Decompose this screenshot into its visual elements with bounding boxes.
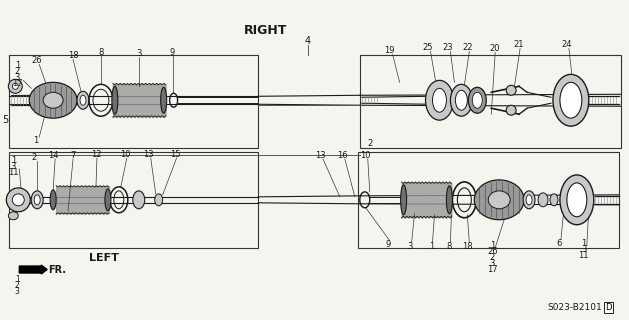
Circle shape [13,83,18,89]
Ellipse shape [526,195,532,205]
Text: 26: 26 [31,56,42,65]
Text: LEFT: LEFT [89,252,119,263]
Text: 24: 24 [562,40,572,49]
Ellipse shape [155,194,163,206]
Text: 3: 3 [11,163,16,172]
Ellipse shape [560,175,594,225]
Text: 17: 17 [487,265,498,274]
Text: 23: 23 [442,43,453,52]
Ellipse shape [8,212,18,220]
Text: 3: 3 [581,245,586,254]
Text: 20: 20 [489,44,499,53]
Text: 3: 3 [14,73,20,82]
Ellipse shape [538,193,548,207]
Text: 22: 22 [462,43,472,52]
Bar [9,55,259,148]
Text: 1: 1 [429,242,434,251]
Text: 3: 3 [407,242,412,251]
Ellipse shape [560,82,582,118]
Ellipse shape [447,186,452,214]
Ellipse shape [34,195,40,205]
Text: 13: 13 [143,149,154,158]
Text: 8: 8 [98,48,104,57]
Ellipse shape [550,194,558,206]
Text: 15: 15 [170,149,181,158]
Circle shape [13,194,25,206]
Ellipse shape [43,92,63,108]
Ellipse shape [29,82,77,118]
Ellipse shape [112,86,118,114]
Ellipse shape [553,74,589,126]
Bar [358,152,619,248]
Ellipse shape [425,80,454,120]
Text: 1: 1 [15,275,19,284]
Text: 3: 3 [489,259,495,268]
Ellipse shape [80,95,86,105]
Ellipse shape [31,191,43,209]
Text: 3: 3 [15,287,19,296]
Text: 1: 1 [581,239,586,248]
Text: 9: 9 [170,48,175,57]
Text: 16: 16 [338,150,348,160]
Ellipse shape [401,185,406,215]
Text: 2: 2 [489,253,495,262]
Text: 6: 6 [556,239,562,248]
Ellipse shape [469,87,486,113]
Text: 21: 21 [514,40,525,49]
Text: 17: 17 [12,79,23,88]
Text: 11: 11 [579,251,589,260]
Text: 3: 3 [136,49,142,58]
Circle shape [8,79,22,93]
FancyArrow shape [19,265,47,274]
Circle shape [6,188,30,212]
Text: 14: 14 [48,150,58,160]
Text: 1: 1 [33,136,39,145]
Text: 4: 4 [305,36,311,45]
Text: D: D [606,303,612,312]
Text: 1: 1 [489,241,495,250]
Ellipse shape [77,91,89,109]
Ellipse shape [474,180,524,220]
Text: 9: 9 [385,240,391,249]
Ellipse shape [105,189,111,211]
Text: 12: 12 [91,149,101,158]
Text: 11: 11 [8,168,19,178]
Text: 25: 25 [422,43,433,52]
Text: 1: 1 [14,61,20,70]
Text: 26: 26 [487,247,498,256]
Ellipse shape [523,191,535,209]
Text: 5: 5 [3,115,8,125]
Circle shape [506,85,516,95]
Text: 2: 2 [15,281,19,290]
Ellipse shape [472,92,482,108]
Text: 19: 19 [384,46,395,55]
Ellipse shape [488,191,510,209]
Text: 2: 2 [14,67,20,76]
Ellipse shape [455,90,467,110]
Text: 18: 18 [68,51,79,60]
Text: 10: 10 [121,149,131,158]
Text: 10: 10 [360,150,371,160]
Bar [9,152,259,248]
Circle shape [506,105,516,115]
Ellipse shape [50,190,56,210]
Text: 1: 1 [11,156,16,165]
Text: 2: 2 [31,153,37,162]
Text: 13: 13 [314,150,325,160]
Ellipse shape [450,84,472,116]
Text: 18: 18 [462,242,472,251]
Bar [360,55,621,148]
Ellipse shape [433,88,447,112]
Ellipse shape [160,87,167,113]
Ellipse shape [133,191,145,209]
Text: 2: 2 [367,139,372,148]
Ellipse shape [567,183,587,217]
Text: 8: 8 [447,242,452,251]
Text: 7: 7 [70,150,75,160]
Text: FR.: FR. [48,265,66,275]
Text: S023-B2101: S023-B2101 [547,303,602,312]
Text: RIGHT: RIGHT [243,24,287,37]
